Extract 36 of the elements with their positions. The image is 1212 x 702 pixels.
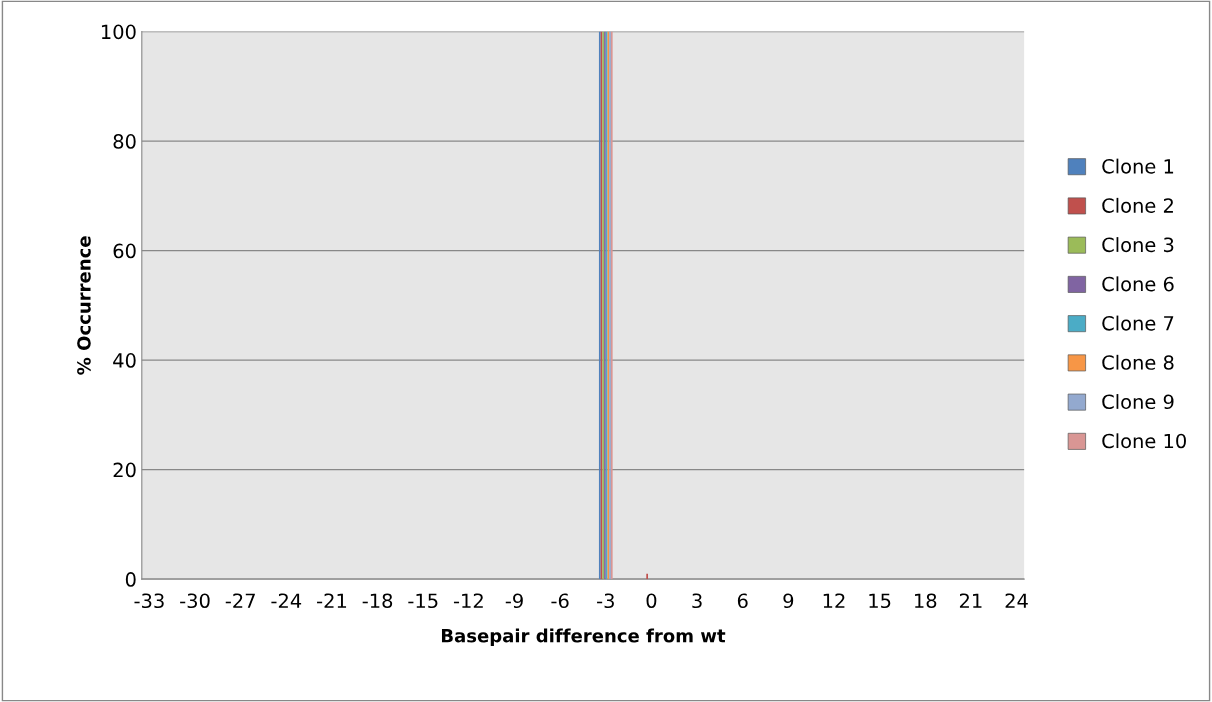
y-tick-label: 20 — [113, 462, 136, 478]
y-tick-label: 60 — [113, 243, 136, 259]
y-tick-label: 0 — [125, 572, 136, 587]
y-tick-label: 100 — [101, 24, 136, 40]
x-tick-label: 18 — [915, 593, 937, 609]
x-tick-label: -12 — [453, 593, 483, 608]
x-tick-label: 15 — [869, 593, 891, 609]
x-tick-label: -15 — [408, 593, 438, 609]
x-tick-label: -33 — [134, 593, 164, 609]
x-tick-label: 24 — [1005, 593, 1028, 608]
legend-label: Clone 2 — [1102, 197, 1173, 213]
x-tick-label: -21 — [317, 593, 347, 608]
x-axis-title: Basepair difference from wt — [441, 628, 726, 646]
y-tick-label: 40 — [113, 353, 136, 368]
x-tick-label: -3 — [597, 593, 614, 609]
x-tick-label: -9 — [505, 593, 523, 609]
x-tick-label: -18 — [362, 593, 393, 609]
y-tick-label: 80 — [113, 134, 136, 149]
x-tick-label: 21 — [959, 593, 982, 608]
x-tick-label: -6 — [551, 593, 569, 609]
x-tick-label: -24 — [271, 593, 302, 608]
x-tick-label: -30 — [180, 593, 210, 609]
x-tick-label: -27 — [225, 593, 255, 608]
x-tick-label: 6 — [737, 593, 748, 609]
legend-label: Clone 1 — [1102, 158, 1174, 174]
y-axis-title: % Occurrence — [77, 236, 91, 375]
legend-label: Clone 3 — [1102, 237, 1174, 253]
legend-label: Clone 7 — [1102, 315, 1174, 331]
x-tick-label: 12 — [823, 593, 845, 608]
legend-label: Clone 6 — [1102, 276, 1174, 292]
x-tick-label: 3 — [692, 593, 702, 609]
x-tick-label: 9 — [783, 593, 794, 609]
legend-label: Clone 9 — [1102, 394, 1174, 410]
x-tick-label: 0 — [646, 593, 657, 609]
legend-label: Clone 10 — [1102, 433, 1186, 449]
legend-label: Clone 8 — [1102, 354, 1174, 370]
